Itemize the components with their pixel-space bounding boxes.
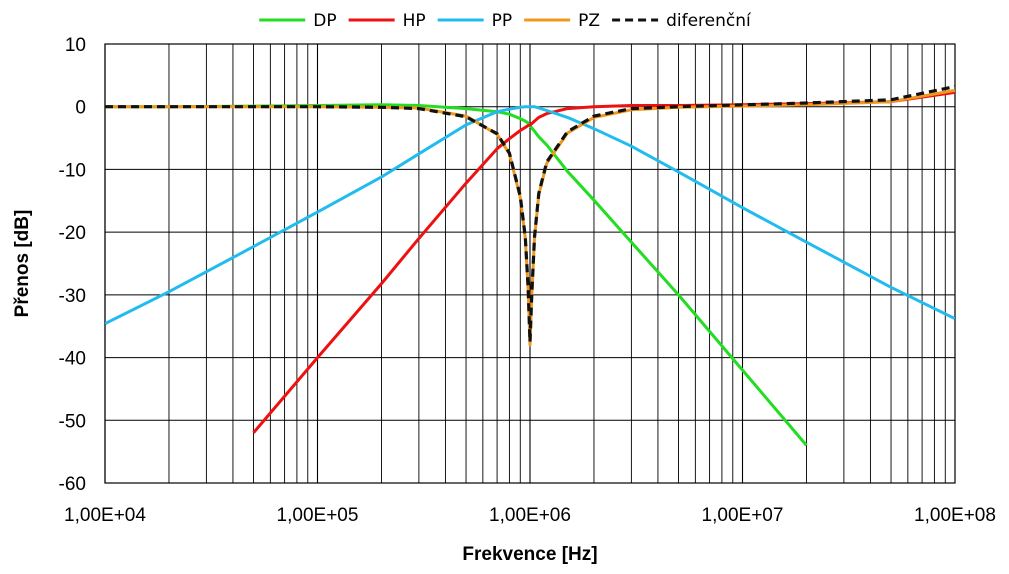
y-tick-label: -40 bbox=[59, 349, 86, 370]
legend-label-dp: DP bbox=[313, 11, 336, 31]
grid bbox=[104, 43, 955, 484]
series-line-pp bbox=[105, 105, 955, 326]
series-group bbox=[105, 85, 955, 447]
y-tick-label: -20 bbox=[59, 223, 86, 244]
plot-area-border bbox=[104, 43, 956, 484]
y-tick-label: 10 bbox=[65, 35, 86, 56]
legend-label-diferencni: diferenční bbox=[666, 11, 752, 31]
y-tick-label: -60 bbox=[59, 474, 86, 495]
legend: DP HP PP PZ diferenční bbox=[259, 11, 752, 31]
y-axis-title: Přenos [dB] bbox=[12, 210, 33, 318]
series-line-diferencni bbox=[105, 85, 955, 344]
x-tick-label: 1,00E+08 bbox=[914, 505, 996, 526]
x-tick-label: 1,00E+04 bbox=[64, 505, 146, 526]
x-axis-title: Frekvence [Hz] bbox=[462, 544, 597, 565]
y-tick-label: -30 bbox=[59, 286, 86, 307]
y-tick-label: -10 bbox=[59, 160, 86, 181]
series-line-dp bbox=[105, 103, 808, 447]
legend-label-pp: PP bbox=[492, 11, 513, 31]
x-tick-label: 1,00E+06 bbox=[489, 505, 571, 526]
y-tick-label: -50 bbox=[59, 411, 86, 432]
tick-labels: 10 0 -10 -20 -30 -40 -50 -60 1,00E+04 1,00E+05 1,0… bbox=[59, 35, 996, 526]
legend-label-pz: PZ bbox=[578, 11, 600, 31]
x-tick-label: 1,00E+07 bbox=[702, 505, 784, 526]
legend-label-hp: HP bbox=[403, 11, 426, 31]
y-tick-label: 0 bbox=[75, 98, 86, 119]
x-tick-label: 1,00E+05 bbox=[277, 505, 359, 526]
